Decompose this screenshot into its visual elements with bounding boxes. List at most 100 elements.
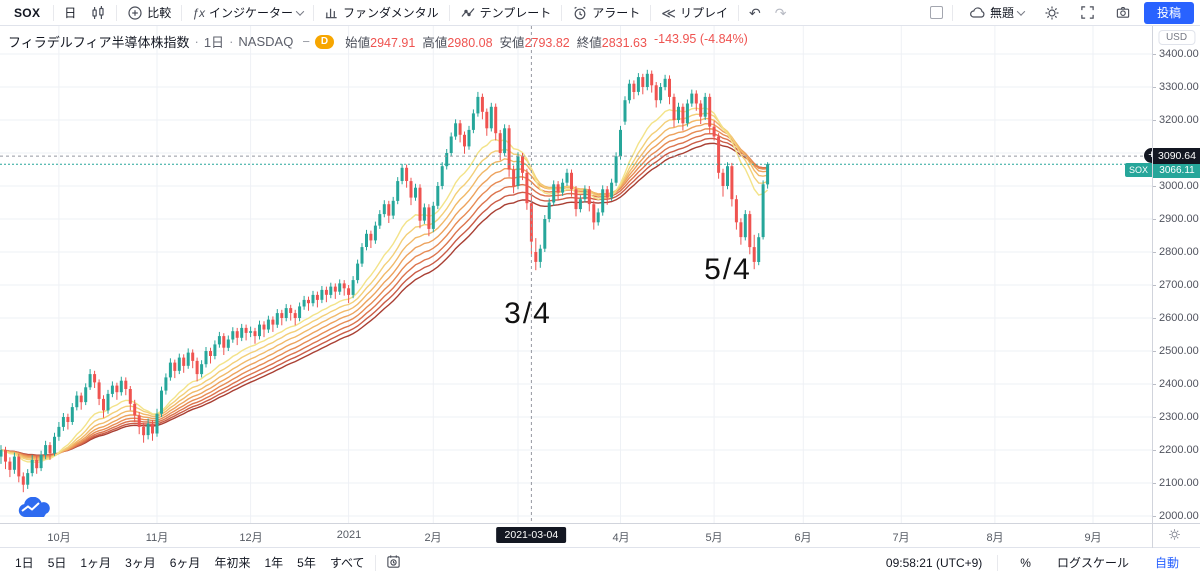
candle-body	[418, 187, 422, 221]
candle-body	[271, 319, 275, 325]
range-button-5d[interactable]: 5日	[47, 556, 67, 570]
minus-flag-icon[interactable]: −	[302, 34, 310, 49]
candlestick-chart[interactable]	[0, 26, 1152, 523]
legend-title[interactable]: フィラデルフィア半導体株指数	[8, 35, 190, 50]
range-button-3m[interactable]: 3ヶ月	[125, 556, 156, 570]
candle-body	[730, 166, 734, 200]
last-price-badge: 3066.11	[1153, 164, 1200, 178]
text-annotation[interactable]: 3/4	[504, 297, 552, 330]
legend-dot: ·	[194, 34, 199, 49]
low-value: 2793.82	[524, 36, 570, 50]
crosshair-date-badge: 2021-03-04	[496, 527, 567, 543]
range-button-5y[interactable]: 5年	[297, 556, 316, 570]
candle-body	[489, 106, 493, 129]
interval-button[interactable]: 日	[57, 1, 83, 25]
candle-body	[717, 136, 721, 173]
go-to-date-button[interactable]	[379, 552, 408, 574]
settings-button[interactable]	[1037, 1, 1067, 25]
candle-body	[70, 407, 74, 422]
candle-body	[685, 103, 689, 124]
candle-body	[623, 100, 627, 122]
candle-body	[445, 153, 449, 167]
data-flag-badge[interactable]: D	[314, 34, 335, 49]
candle-body	[320, 289, 324, 300]
tradingview-logo[interactable]	[15, 496, 59, 523]
chart-canvas[interactable]: フィラデルフィア半導体株指数 · 1日 · NASDAQ − D 始値2947.…	[0, 26, 1152, 523]
price-tick-label: 3000.00	[1159, 180, 1199, 192]
range-button-all[interactable]: すべて	[329, 556, 365, 570]
high-label: 高値	[422, 36, 448, 50]
save-layout-button[interactable]: 無題	[962, 1, 1031, 25]
candle-body	[351, 280, 355, 295]
candle-body	[182, 357, 186, 366]
alarm-clock-icon	[572, 5, 588, 21]
range-button-6m[interactable]: 6ヶ月	[169, 556, 201, 570]
candle-body	[97, 382, 101, 399]
candle-body	[734, 199, 738, 223]
time-axis[interactable]: 10月 11月 12月 2021 2月 4月 5月 6月 7月 8月 9月 2021-03-04	[0, 523, 1200, 548]
chevron-down-icon	[295, 6, 305, 16]
candle-body	[578, 199, 582, 210]
range-button-1d[interactable]: 1日	[15, 556, 34, 570]
candle-body	[561, 182, 565, 193]
percent-scale-button[interactable]: %	[1020, 555, 1031, 570]
candle-body	[458, 123, 462, 135]
candle-body	[191, 352, 195, 361]
candle-body	[266, 319, 270, 330]
candle-body	[650, 73, 654, 86]
chart-type-button[interactable]	[83, 1, 113, 25]
range-button-1m[interactable]: 1ヶ月	[80, 556, 112, 570]
compare-button[interactable]: 比較	[120, 1, 178, 25]
candle-body	[258, 324, 261, 337]
auto-scale-button[interactable]: 自動	[1154, 556, 1179, 570]
fullscreen-button[interactable]	[1073, 1, 1102, 25]
candle-body	[61, 417, 65, 427]
candle-body	[739, 222, 743, 238]
candle-body	[155, 413, 159, 434]
candle-body	[712, 126, 716, 137]
candle-body	[703, 96, 707, 117]
crosshair-price-badge: 3090.64	[1153, 148, 1200, 164]
currency-button[interactable]: USD	[1157, 30, 1196, 45]
price-axis[interactable]: USD 2000.00 2100.00 2200.00 2300.00 2400.00 2…	[1152, 26, 1200, 523]
candle-body	[690, 93, 694, 104]
candle-body	[217, 336, 221, 345]
toolbar-separator	[312, 4, 314, 21]
candle-body	[186, 352, 190, 366]
candle-body	[592, 204, 596, 223]
replay-button[interactable]: ≪ リプレイ	[654, 1, 735, 25]
candle-body	[222, 336, 226, 348]
undo-button[interactable]: ↶	[742, 1, 768, 25]
add-alert-plus-icon[interactable]: +	[1144, 148, 1152, 163]
time-axis-label: 5月	[705, 532, 723, 544]
fundamentals-button[interactable]: ファンダメンタル	[317, 1, 446, 25]
indicators-button[interactable]: ƒx インジケーター	[185, 1, 310, 25]
alert-button[interactable]: アラート	[565, 1, 647, 25]
symbol-button[interactable]: SOX	[4, 1, 50, 25]
candle-body	[373, 225, 377, 241]
clock-display[interactable]: 09:58:21 (UTC+9)	[885, 555, 983, 570]
layout-checkbox[interactable]	[929, 6, 943, 19]
price-tick-mark	[1153, 417, 1156, 418]
candle-body	[636, 77, 640, 92]
candle-body	[645, 73, 649, 87]
candle-body	[235, 331, 239, 338]
snapshot-button[interactable]	[1108, 1, 1138, 25]
candle-body	[494, 106, 498, 134]
candle-body	[30, 459, 34, 474]
candle-body	[168, 362, 172, 378]
log-scale-button[interactable]: ログスケール	[1056, 556, 1129, 570]
templates-button[interactable]: テンプレート	[453, 1, 559, 25]
range-button-ytd[interactable]: 年初来	[214, 556, 251, 570]
axis-settings-gear-icon[interactable]	[1168, 528, 1181, 544]
range-button-1y[interactable]: 1年	[264, 556, 284, 570]
publish-button[interactable]: 投稿	[1143, 1, 1194, 24]
candle-body	[119, 380, 123, 393]
compare-label: 比較	[147, 6, 172, 20]
candle-body	[57, 426, 61, 437]
candle-body	[240, 327, 244, 338]
text-annotation[interactable]: 5/4	[704, 253, 752, 286]
candle-body	[654, 85, 658, 101]
candle-body	[146, 423, 150, 436]
redo-button[interactable]: ↷	[768, 1, 794, 25]
